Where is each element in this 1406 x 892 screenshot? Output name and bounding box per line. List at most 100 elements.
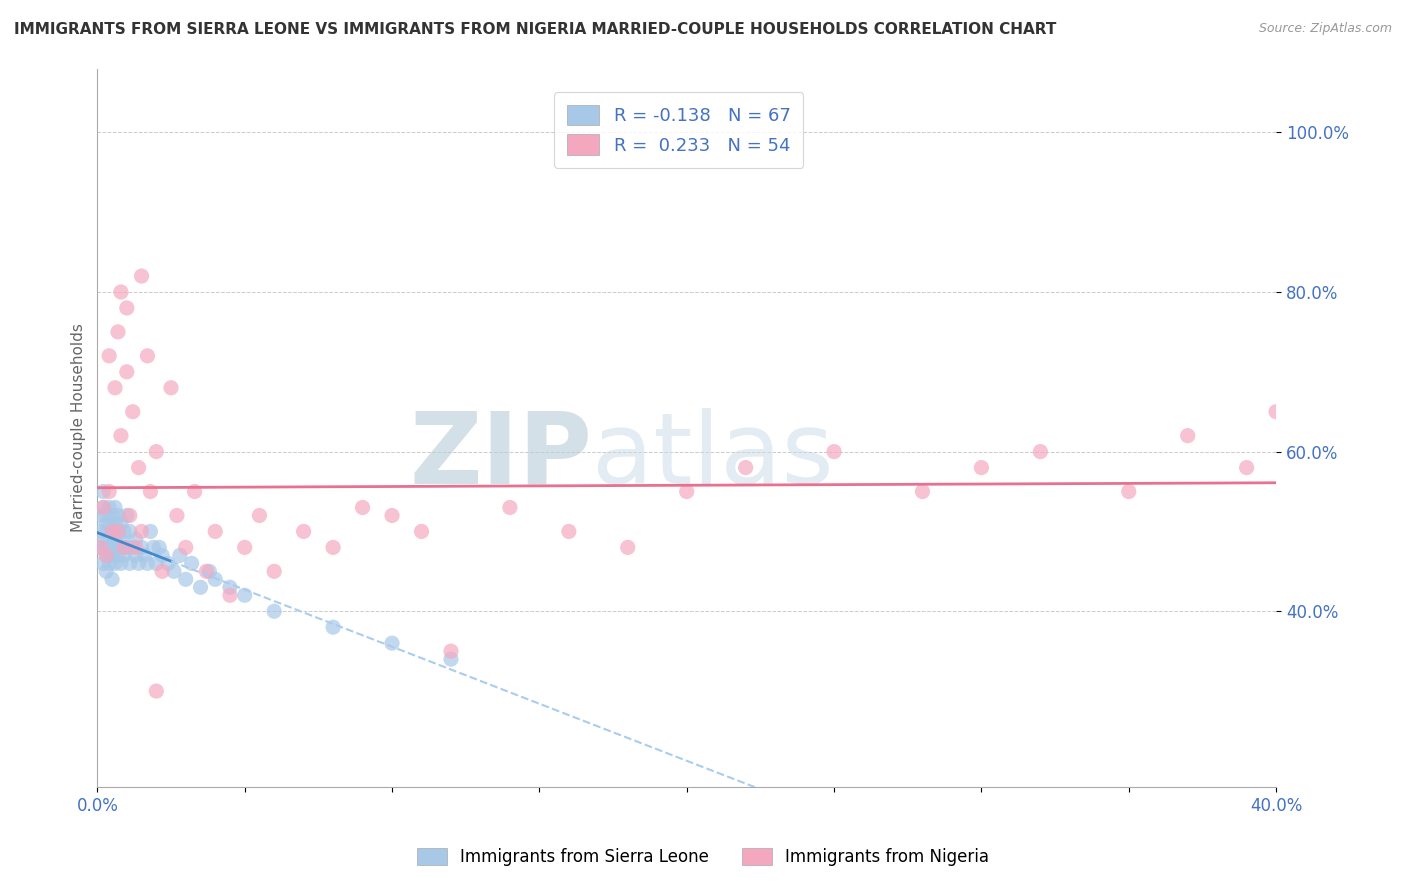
Point <box>734 460 756 475</box>
Point <box>174 572 197 586</box>
Point <box>128 460 150 475</box>
Point <box>110 533 132 547</box>
Point <box>112 524 135 539</box>
Point <box>98 549 121 563</box>
Point <box>110 541 132 555</box>
Point <box>118 524 141 539</box>
Point <box>233 541 256 555</box>
Point <box>98 533 121 547</box>
Point <box>169 549 191 563</box>
Point <box>98 500 121 515</box>
Point <box>1118 484 1140 499</box>
Point <box>150 549 173 563</box>
Point <box>101 508 124 523</box>
Point <box>157 557 180 571</box>
Point <box>166 508 188 523</box>
Point <box>98 516 121 531</box>
Point <box>131 524 153 539</box>
Point <box>89 508 111 523</box>
Text: ZIP: ZIP <box>409 408 592 505</box>
Point <box>101 524 124 539</box>
Point <box>263 604 285 618</box>
Point <box>107 549 129 563</box>
Point <box>1029 444 1052 458</box>
Point <box>104 557 127 571</box>
Point <box>91 500 114 515</box>
Point <box>96 508 118 523</box>
Point <box>89 541 111 555</box>
Point <box>98 349 121 363</box>
Point <box>104 533 127 547</box>
Point <box>1177 428 1199 442</box>
Point <box>115 508 138 523</box>
Point <box>1265 405 1288 419</box>
Point <box>104 516 127 531</box>
Point <box>163 565 186 579</box>
Point <box>195 565 218 579</box>
Point <box>96 549 118 563</box>
Point <box>107 541 129 555</box>
Point <box>128 557 150 571</box>
Point <box>91 500 114 515</box>
Point <box>292 524 315 539</box>
Point <box>617 541 640 555</box>
Point <box>91 484 114 499</box>
Point <box>160 381 183 395</box>
Point <box>322 620 344 634</box>
Point <box>249 508 271 523</box>
Point <box>148 541 170 555</box>
Point <box>134 549 156 563</box>
Point <box>440 644 463 658</box>
Point <box>104 500 127 515</box>
Point <box>1236 460 1258 475</box>
Point <box>91 557 114 571</box>
Point <box>107 508 129 523</box>
Point <box>96 549 118 563</box>
Point <box>970 460 993 475</box>
Point <box>381 508 404 523</box>
Point <box>381 636 404 650</box>
Point <box>440 652 463 666</box>
Point <box>204 572 226 586</box>
Point <box>101 524 124 539</box>
Point <box>180 557 202 571</box>
Y-axis label: Married-couple Households: Married-couple Households <box>72 323 86 533</box>
Point <box>96 541 118 555</box>
Point <box>263 565 285 579</box>
Point <box>101 572 124 586</box>
Point <box>118 508 141 523</box>
Point <box>136 349 159 363</box>
Point <box>124 549 146 563</box>
Point <box>675 484 697 499</box>
Point <box>233 588 256 602</box>
Point <box>183 484 205 499</box>
Point <box>115 541 138 555</box>
Point <box>131 541 153 555</box>
Point <box>112 549 135 563</box>
Point <box>911 484 934 499</box>
Point <box>139 524 162 539</box>
Point <box>145 444 167 458</box>
Point <box>96 524 118 539</box>
Point <box>352 500 374 515</box>
Point <box>139 484 162 499</box>
Point <box>190 580 212 594</box>
Point <box>89 541 111 555</box>
Point <box>142 541 165 555</box>
Point <box>96 516 118 531</box>
Point <box>107 325 129 339</box>
Point <box>198 565 221 579</box>
Point <box>110 285 132 299</box>
Point <box>98 557 121 571</box>
Point <box>174 541 197 555</box>
Point <box>219 580 242 594</box>
Point <box>101 549 124 563</box>
Point <box>124 533 146 547</box>
Point <box>145 557 167 571</box>
Point <box>204 524 226 539</box>
Point <box>121 541 143 555</box>
Point <box>558 524 581 539</box>
Point <box>499 500 522 515</box>
Point <box>110 557 132 571</box>
Point <box>136 557 159 571</box>
